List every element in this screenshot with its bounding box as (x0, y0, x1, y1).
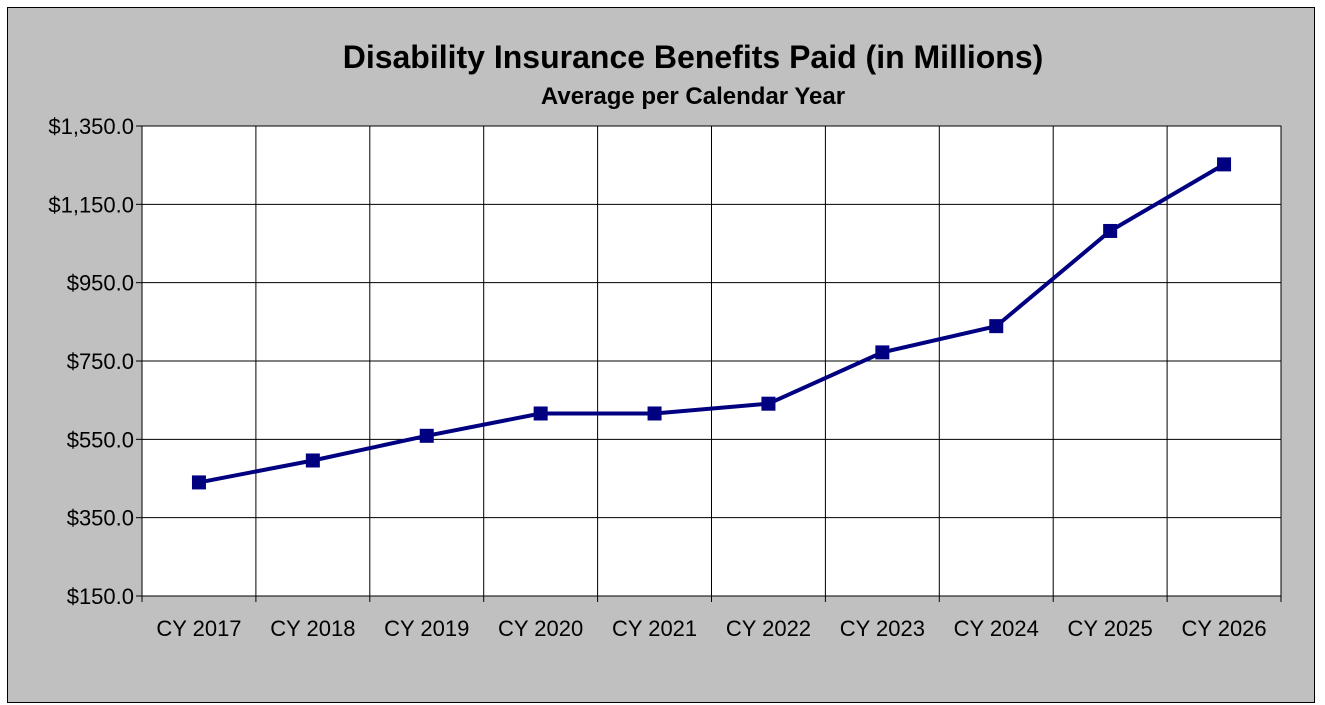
data-point (305, 453, 320, 468)
y-tick-label: $1,150.0 (48, 192, 134, 217)
y-tick-label: $1,350.0 (48, 114, 134, 139)
data-point (1103, 223, 1118, 238)
chart-title: Disability Insurance Benefits Paid (in M… (343, 39, 1044, 75)
x-tick-label: CY 2025 (1068, 616, 1153, 641)
y-tick-label: $350.0 (67, 506, 134, 531)
y-tick-label: $150.0 (67, 584, 134, 609)
series-line (198, 162, 1226, 485)
chart-subtitle: Average per Calendar Year (541, 83, 845, 110)
x-tick-label: CY 2017 (156, 616, 241, 641)
y-tick-label: $950.0 (67, 271, 134, 296)
x-tick-label: CY 2023 (840, 616, 925, 641)
x-tick-label: CY 2024 (954, 616, 1039, 641)
axes: $150.0 $350.0 $550.0 $750.0 $950.0 $1,150.0 $1… (48, 114, 1282, 641)
chart-area: Disability Insurance Benefits Paid (in M… (7, 7, 1315, 703)
x-tick-label: CY 2018 (270, 616, 355, 641)
x-tick-label: CY 2022 (726, 616, 811, 641)
data-point (533, 406, 548, 421)
data-point (191, 475, 206, 490)
x-tick-label: CY 2026 (1181, 616, 1266, 641)
data-point (1217, 157, 1232, 172)
y-tick-label: $550.0 (67, 427, 134, 452)
gridlines (141, 125, 1282, 597)
data-point (761, 396, 776, 411)
data-point (419, 428, 434, 443)
y-tick-label: $750.0 (67, 349, 134, 374)
x-tick-label: CY 2019 (384, 616, 469, 641)
series-layer (191, 157, 1232, 490)
x-tick-label: CY 2021 (612, 616, 697, 641)
x-tick-label: CY 2020 (498, 616, 583, 641)
data-point (989, 319, 1004, 334)
data-point (647, 406, 662, 421)
data-point (875, 345, 890, 360)
line-chart: Disability Insurance Benefits Paid (in M… (48, 39, 1282, 641)
